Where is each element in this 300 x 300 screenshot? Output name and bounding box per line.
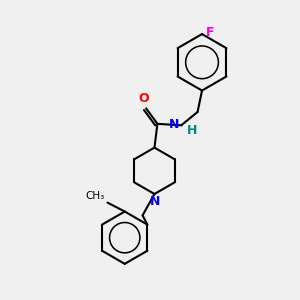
Text: O: O [138,92,149,105]
Text: N: N [169,118,180,130]
Text: F: F [206,26,214,39]
Text: N: N [150,195,160,208]
Text: CH₃: CH₃ [86,191,105,201]
Text: H: H [187,124,197,137]
